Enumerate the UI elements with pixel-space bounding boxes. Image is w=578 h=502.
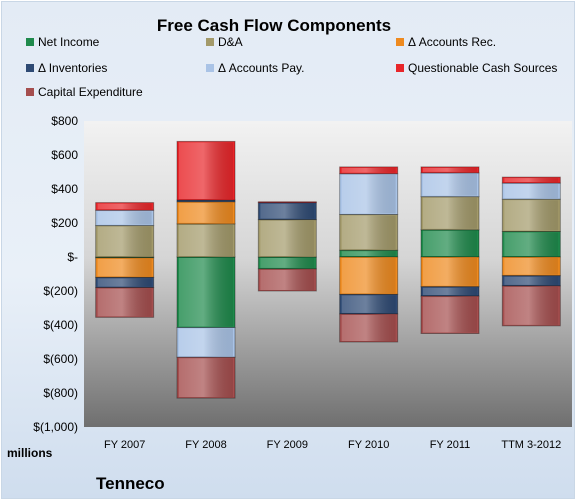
x-tick-label: FY 2007 [104,439,145,451]
bar-highlight [423,230,477,256]
bar-segment-questionable-cash-sources [257,201,317,204]
x-tick-label: FY 2008 [185,439,226,451]
bar-highlight [423,287,477,296]
bar-highlight [179,224,233,256]
x-tick-label: FY 2010 [348,439,389,451]
bar-highlight [423,197,477,229]
x-axis-ticks: FY 2007 FY 2008 FY 2009 FY 2010 FY 2011 TTM 3… [104,439,561,451]
bar-highlight [179,328,233,357]
y-tick-label: $(800) [43,386,78,400]
bar-highlight [179,358,233,398]
y-tick-label: $(200) [43,284,78,298]
bar-highlight [504,258,559,275]
bar-highlight [341,251,396,256]
bar-highlight [97,278,152,287]
y-tick-label: $600 [51,148,78,162]
legend-swatch-accounts-pay [206,64,214,72]
bar-highlight [423,167,477,172]
bar-highlight [341,174,396,214]
bar-highlight [341,215,396,250]
x-tick-label: FY 2009 [267,439,308,451]
bar-highlight [97,288,152,317]
legend-label-accounts-rec: Δ Accounts Rec. [408,35,496,49]
bar-highlight [179,202,233,223]
x-tick-label: TTM 3-2012 [501,439,561,451]
bar-highlight [504,286,559,325]
y-axis-ticks: $800 $600 $400 $200 $- $(200) $(400) $(600) $(80… [33,114,78,434]
bar-highlight [97,203,152,210]
bar-highlight [341,314,396,341]
chart-title: Free Cash Flow Components [157,16,391,35]
bar-highlight [341,258,396,294]
bar-highlight [179,258,233,327]
bar-highlight [423,173,477,196]
bar-highlight [423,297,477,333]
legend-label-inventories: Δ Inventories [38,61,107,75]
legend-swatch-accounts-rec [396,38,404,46]
bar-highlight [341,167,396,173]
y-tick-label: $(400) [43,318,78,332]
bar-highlight [504,276,559,285]
bar-highlight [423,258,477,286]
bar-segment-inventories [176,199,236,203]
bar-highlight [504,178,559,183]
bar-highlight [504,200,559,231]
legend-label-net-income: Net Income [38,35,100,49]
legend-swatch-questionable-cash-sources [396,64,404,72]
bar-highlight [504,184,559,199]
legend-swatch-capital-expenditure [26,88,34,96]
chart-legend: Net Income D&A Δ Accounts Rec. Δ Inventorie… [26,35,557,99]
y-tick-label: $(600) [43,352,78,366]
x-tick-label: FY 2011 [430,439,471,451]
y-tick-label: $- [67,250,78,264]
y-unit-label: millions [7,446,53,460]
bar-highlight [260,203,315,219]
bar-highlight [260,258,315,268]
legend-label-questionable-cash-sources: Questionable Cash Sources [408,61,557,75]
legend-label-accounts-pay: Δ Accounts Pay. [218,61,305,75]
y-tick-label: $800 [51,114,78,128]
bar-highlight [97,211,152,225]
bars-group [95,140,561,399]
bar-highlight [97,226,152,256]
bar-highlight [97,258,152,277]
legend-label-d-a: D&A [218,35,243,49]
legend-swatch-net-income [26,38,34,46]
bar-highlight [341,295,396,313]
bar-highlight [504,232,559,256]
bar-highlight [179,142,233,200]
legend-swatch-d-a [206,38,214,46]
bar-highlight [260,269,315,290]
y-tick-label: $200 [51,216,78,230]
legend-swatch-inventories [26,64,34,72]
plot-area [84,121,572,427]
y-tick-label: $400 [51,182,78,196]
company-name: Tenneco [96,474,165,493]
y-tick-label: $(1,000) [33,420,78,434]
legend-label-capital-expenditure: Capital Expenditure [38,85,143,99]
bar-highlight [260,220,315,256]
